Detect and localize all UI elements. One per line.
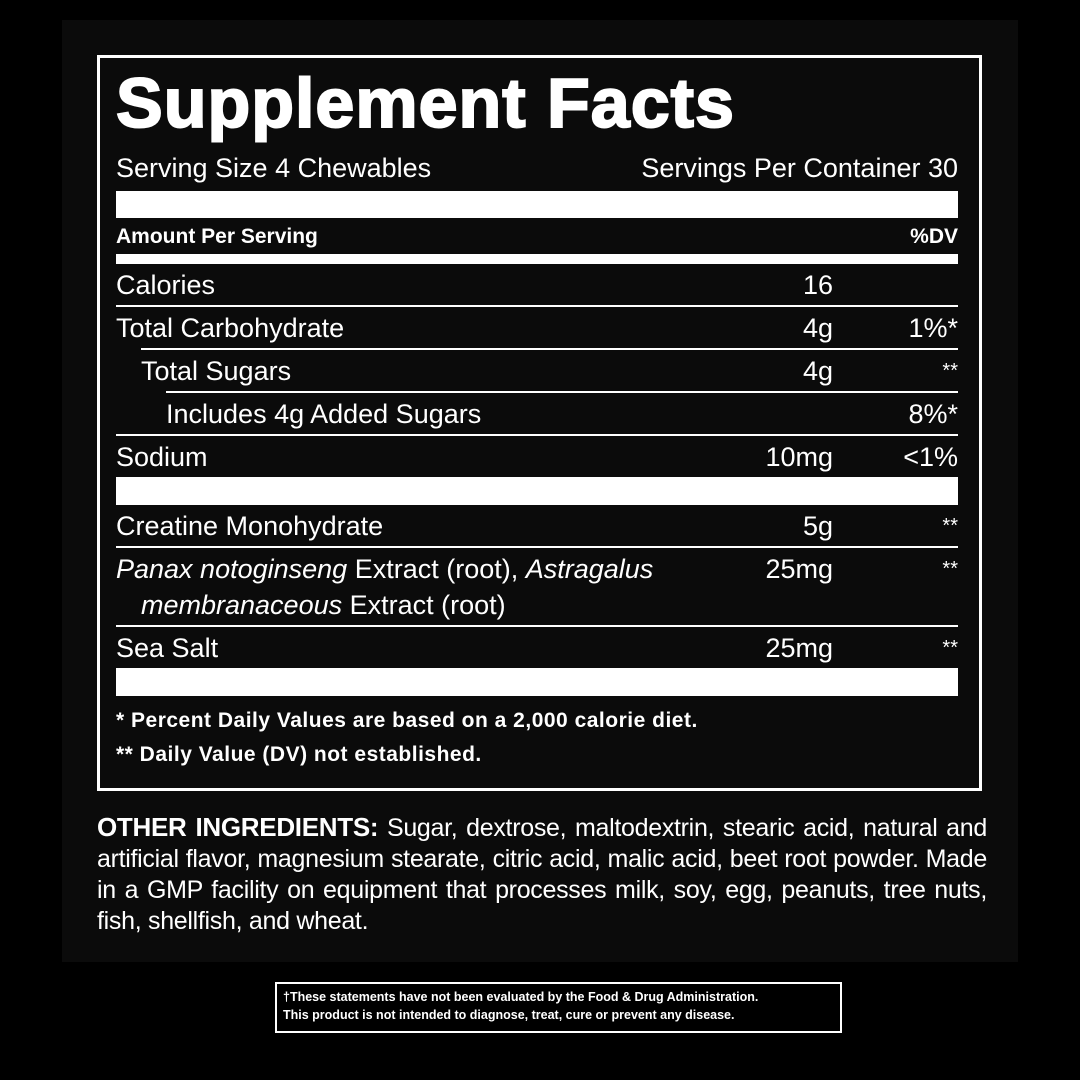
- dv-header: %DV: [910, 225, 958, 248]
- amount: 5g: [802, 511, 833, 541]
- name-part: Total Carbohydrate: [116, 313, 345, 343]
- footnote: ** Daily Value (DV) not established.: [116, 743, 482, 766]
- amount: 16: [802, 270, 833, 300]
- name-part: Extract (root),: [347, 554, 526, 584]
- divider-bar: [116, 191, 958, 218]
- name-part: Extract (root): [342, 590, 506, 620]
- nutrient-name: Sodium: [116, 439, 683, 475]
- nutrient-name: Calories: [116, 267, 683, 303]
- nutrient-row: Panax notoginseng Extract (root), Astrag…: [116, 546, 958, 625]
- name-line: Total Carbohydrate: [116, 310, 683, 346]
- servings-per-container: Servings Per Container 30: [641, 153, 958, 183]
- other-ingredients-heading: OTHER INGREDIENTS:: [97, 812, 379, 842]
- daily-value: [833, 267, 958, 303]
- amount: [683, 396, 833, 432]
- nutrient-row: Sea Salt 25mg **: [116, 625, 958, 668]
- nutrient-row: Sodium 10mg <1%: [116, 434, 958, 477]
- nutrient-name: Panax notoginseng Extract (root), Astrag…: [116, 551, 683, 623]
- name-part: Sodium: [116, 442, 208, 472]
- daily-value: 8%*: [908, 399, 958, 429]
- nutrient-name: Includes 4g Added Sugars: [166, 396, 683, 432]
- name-line: Sea Salt: [116, 630, 683, 666]
- serving-info: Serving Size 4 Chewables Servings Per Co…: [116, 150, 958, 186]
- daily-value: **: [942, 558, 958, 580]
- amount: 10mg: [765, 442, 833, 472]
- divider-bar: [116, 668, 958, 696]
- nutrient-name: Total Carbohydrate: [116, 310, 683, 346]
- name-line: Total Sugars: [141, 353, 683, 389]
- column-headers: Amount Per Serving %DV: [116, 222, 958, 252]
- amount: 4g: [802, 313, 833, 343]
- daily-value: 1%*: [908, 313, 958, 343]
- amount: 25mg: [765, 633, 833, 663]
- name-part: Astragalus: [525, 554, 654, 584]
- title: Supplement Facts: [115, 63, 735, 143]
- footnotes: * Percent Daily Values are based on a 2,…: [116, 704, 958, 772]
- nutrient-row: Total Sugars 4g **: [141, 348, 958, 391]
- name-part: membranaceous: [141, 590, 343, 620]
- name-part: Total Sugars: [141, 356, 292, 386]
- name-part: Panax notoginseng: [116, 554, 348, 584]
- daily-value: **: [942, 637, 958, 659]
- name-part: Includes 4g Added Sugars: [166, 399, 482, 429]
- daily-value: **: [942, 515, 958, 537]
- nutrient-row: Creatine Monohydrate 5g **: [116, 505, 958, 546]
- name-line: Creatine Monohydrate: [116, 508, 683, 544]
- nutrient-row: Includes 4g Added Sugars 8%*: [166, 391, 958, 434]
- name-line: Panax notoginseng Extract (root), Astrag…: [116, 551, 683, 587]
- nutrient-row: Total Carbohydrate 4g 1%*: [116, 305, 958, 348]
- nutrient-name: Creatine Monohydrate: [116, 508, 683, 544]
- daily-value: **: [942, 360, 958, 382]
- footnote: * Percent Daily Values are based on a 2,…: [116, 709, 698, 732]
- name-part: Creatine Monohydrate: [116, 511, 384, 541]
- divider-bar: [116, 477, 958, 505]
- divider-bar: [116, 254, 958, 264]
- amount-header: Amount Per Serving: [116, 225, 318, 248]
- nutrient-rows: Calories 16 Total Carbohydrate 4g 1%* Total S…: [116, 264, 958, 696]
- disclaimer-line: This product is not intended to diagnose…: [283, 1008, 735, 1022]
- name-line: membranaceous Extract (root): [116, 587, 683, 623]
- name-line: Calories: [116, 267, 683, 303]
- nutrient-name: Sea Salt: [116, 630, 683, 666]
- other-ingredients-text: Sugar, dextrose, maltodextrin, stearic a…: [97, 814, 987, 935]
- disclaimer: †These statements have not been evaluate…: [275, 982, 842, 1033]
- supplement-facts: Supplement Facts Serving Size 4 Chewable…: [97, 55, 982, 791]
- name-line: Sodium: [116, 439, 683, 475]
- nutrient-row: Calories 16: [116, 264, 958, 305]
- daily-value: <1%: [903, 442, 958, 472]
- other-ingredients: OTHER INGREDIENTS: Sugar, dextrose, malt…: [97, 812, 987, 937]
- amount: 4g: [802, 356, 833, 386]
- nutrient-name: Total Sugars: [141, 353, 683, 389]
- name-part: Sea Salt: [116, 633, 219, 663]
- name-part: Calories: [116, 270, 216, 300]
- serving-size: Serving Size 4 Chewables: [116, 153, 432, 183]
- name-line: Includes 4g Added Sugars: [166, 396, 683, 432]
- amount: 25mg: [765, 554, 833, 584]
- disclaimer-line: †These statements have not been evaluate…: [283, 990, 759, 1004]
